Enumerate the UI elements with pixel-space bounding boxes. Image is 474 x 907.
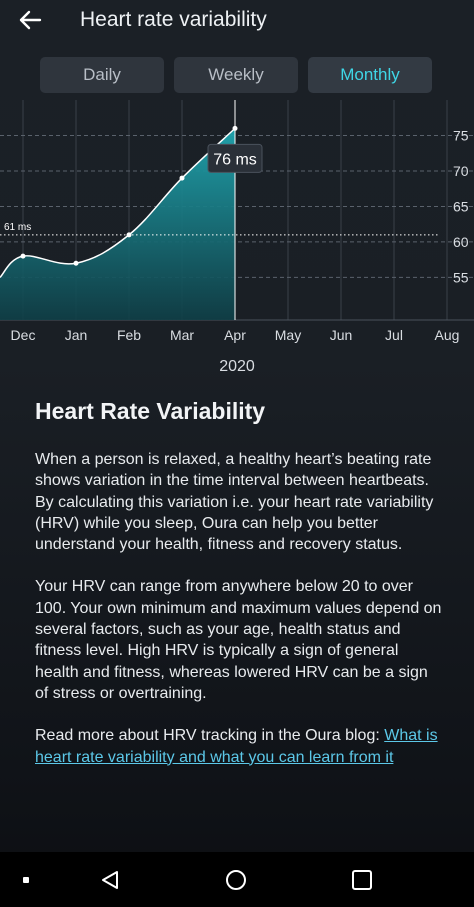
hrv-chart[interactable]: 61 ms 76 ms 55 60 65 70 75 Dec Jan Feb Mar Apr Ma… bbox=[0, 100, 474, 360]
y-tick-70: 70 bbox=[453, 163, 469, 179]
info-section: Heart Rate Variability When a person is … bbox=[35, 398, 445, 789]
page-title: Heart rate variability bbox=[80, 8, 267, 31]
chart-year-label: 2020 bbox=[219, 358, 255, 375]
back-button[interactable] bbox=[0, 0, 60, 40]
average-line: 61 ms bbox=[0, 222, 440, 236]
x-tick-aug: Aug bbox=[435, 327, 460, 343]
x-tick-jan: Jan bbox=[65, 327, 88, 343]
data-point-mar bbox=[179, 175, 185, 181]
y-axis-labels: 55 60 65 70 75 bbox=[453, 127, 469, 285]
recents-dot-icon[interactable] bbox=[18, 872, 34, 888]
tab-weekly[interactable]: Weekly bbox=[174, 57, 298, 93]
section-heading: Heart Rate Variability bbox=[35, 398, 266, 424]
x-tick-jun: Jun bbox=[330, 327, 353, 343]
chart-points bbox=[20, 125, 238, 266]
x-tick-apr: Apr bbox=[224, 327, 246, 343]
app-header: Heart rate variability bbox=[0, 0, 474, 40]
y-tick-55: 55 bbox=[453, 269, 469, 285]
blog-prefix-text: Read more about HRV tracking in the Oura… bbox=[35, 727, 385, 745]
x-tick-jul: Jul bbox=[385, 327, 403, 343]
back-triangle-icon[interactable] bbox=[96, 866, 124, 894]
arrow-left-icon bbox=[19, 10, 42, 30]
chart-area bbox=[0, 128, 235, 320]
x-tick-mar: Mar bbox=[170, 327, 194, 343]
blog-link[interactable]: What is heart rate variability and what … bbox=[35, 727, 438, 766]
data-point-jan bbox=[73, 260, 79, 266]
selected-value-label: 76 ms bbox=[213, 151, 257, 168]
x-tick-feb: Feb bbox=[117, 327, 141, 343]
info-paragraph-3: Read more about HRV tracking in the Oura… bbox=[35, 725, 445, 768]
selected-value-tooltip: 76 ms bbox=[207, 143, 263, 173]
y-tick-75: 75 bbox=[453, 127, 469, 143]
data-point-feb bbox=[126, 232, 132, 238]
y-tick-60: 60 bbox=[453, 234, 469, 250]
info-paragraph-2: Your HRV can range from anywhere below 2… bbox=[35, 578, 442, 702]
average-label: 61 ms bbox=[4, 222, 31, 233]
period-tabs: Daily Weekly Monthly bbox=[40, 57, 432, 93]
system-nav-bar bbox=[0, 852, 474, 907]
overview-square-icon[interactable] bbox=[348, 866, 376, 894]
y-tick-65: 65 bbox=[453, 198, 469, 214]
x-tick-may: May bbox=[275, 327, 301, 343]
home-circle-icon[interactable] bbox=[222, 866, 250, 894]
tab-daily[interactable]: Daily bbox=[40, 57, 164, 93]
tab-monthly[interactable]: Monthly bbox=[308, 57, 432, 93]
data-point-dec bbox=[20, 253, 26, 259]
x-axis-labels: Dec Jan Feb Mar Apr May Jun Jul Aug bbox=[11, 327, 460, 343]
x-tick-dec: Dec bbox=[11, 327, 36, 343]
info-paragraph-1: When a person is relaxed, a healthy hear… bbox=[35, 451, 434, 554]
